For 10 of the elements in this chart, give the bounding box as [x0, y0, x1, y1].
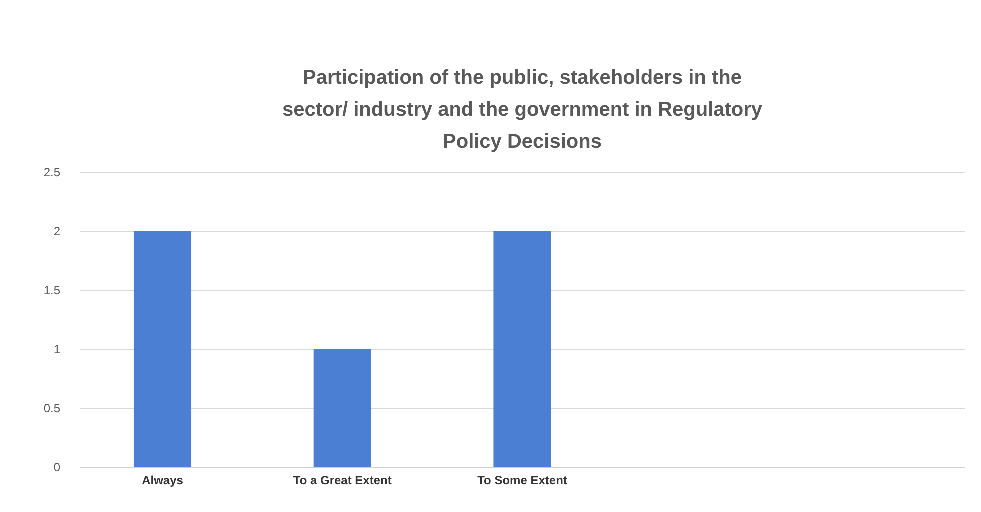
chart-title: Participation of the public, stakeholders in the sector/ industry and the government in Regulatory Policy Decisions: [282, 67, 764, 153]
x-tick-label: To a Great Extent: [293, 474, 392, 488]
y-tick-label: 0.5: [44, 402, 61, 416]
y-tick-label: 1.5: [44, 284, 61, 298]
x-tick-label: To Some Extent: [478, 474, 568, 488]
y-tick-label: 1: [54, 342, 61, 356]
y-tick-label: 2.5: [44, 166, 61, 180]
x-tick-label: Always: [142, 474, 184, 488]
y-tick-label: 0: [54, 460, 61, 474]
y-tick-label: 2: [54, 224, 61, 238]
